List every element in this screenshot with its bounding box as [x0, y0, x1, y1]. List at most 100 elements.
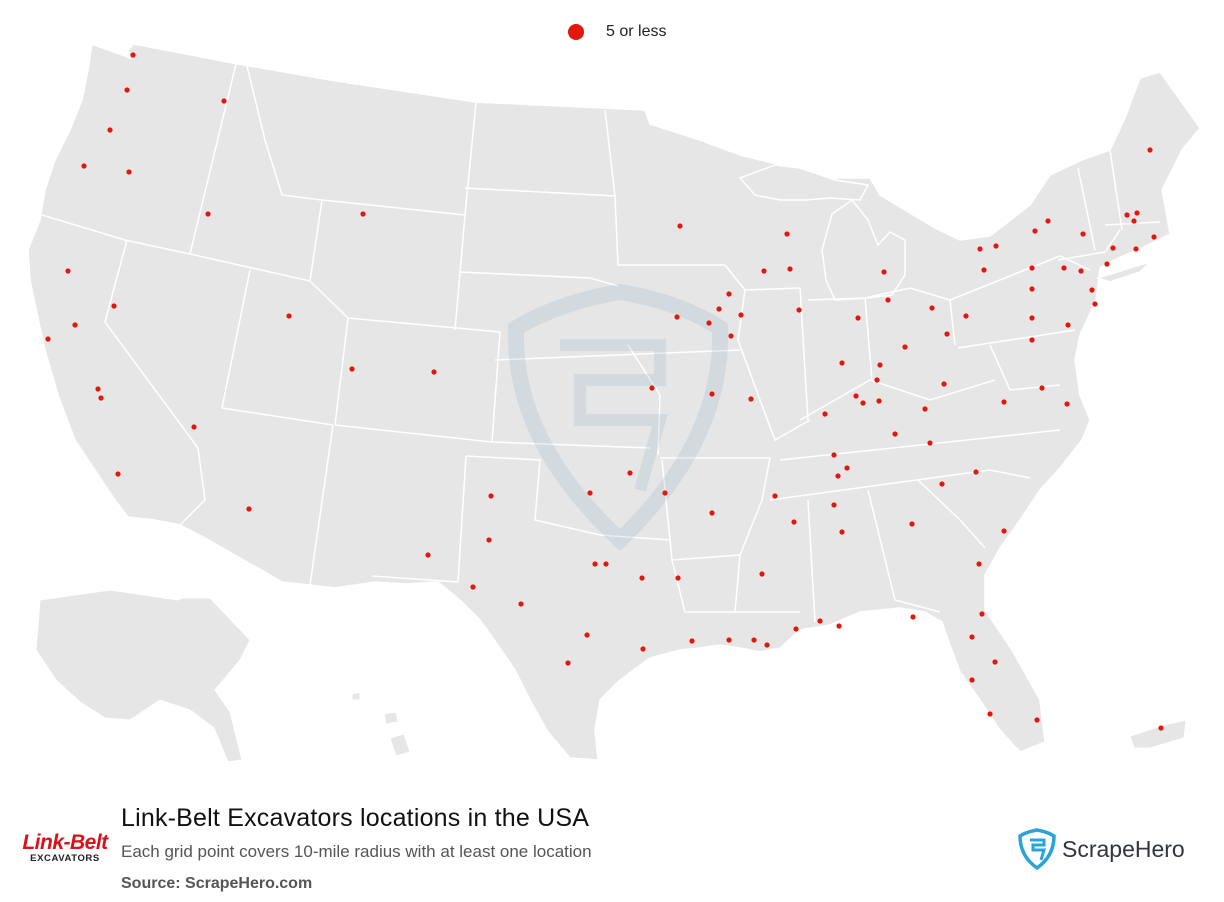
- location-marker: [1089, 287, 1095, 293]
- location-marker: [191, 424, 197, 430]
- puerto-rico-shape: [1129, 719, 1187, 749]
- location-markers: [45, 52, 1164, 731]
- legend: 5 or less: [568, 22, 666, 42]
- location-marker: [95, 386, 101, 392]
- location-marker: [627, 470, 633, 476]
- location-marker: [759, 571, 765, 577]
- location-marker: [977, 246, 983, 252]
- location-marker: [831, 452, 837, 458]
- location-marker: [993, 243, 999, 249]
- hawaii-maui: [383, 711, 399, 725]
- location-marker: [709, 510, 715, 516]
- location-marker: [1064, 401, 1070, 407]
- location-marker: [910, 614, 916, 620]
- border: [371, 575, 459, 583]
- location-marker: [65, 268, 71, 274]
- border: [464, 101, 477, 216]
- border: [41, 214, 311, 282]
- page-subtitle: Each grid point covers 10-mile radius wi…: [121, 842, 592, 861]
- border: [457, 455, 467, 583]
- location-marker: [784, 231, 790, 237]
- border: [799, 379, 996, 421]
- location-marker: [1061, 265, 1067, 271]
- hawaii-oahu: [351, 691, 361, 701]
- location-marker: [793, 626, 799, 632]
- location-marker: [360, 211, 366, 217]
- location-marker: [1001, 399, 1007, 405]
- location-marker: [874, 377, 880, 383]
- location-marker: [979, 611, 985, 617]
- location-marker: [1131, 218, 1137, 224]
- location-marker: [486, 537, 492, 543]
- location-marker: [976, 561, 982, 567]
- location-marker: [716, 306, 722, 312]
- location-marker: [470, 584, 476, 590]
- location-marker: [111, 303, 117, 309]
- location-marker: [1001, 528, 1007, 534]
- location-marker: [488, 493, 494, 499]
- location-marker: [944, 331, 950, 337]
- location-marker: [706, 320, 712, 326]
- long-island: [1095, 261, 1151, 283]
- location-marker: [929, 305, 935, 311]
- location-marker: [640, 646, 646, 652]
- location-marker: [1065, 322, 1071, 328]
- land: [27, 42, 1201, 761]
- location-marker: [876, 398, 882, 404]
- location-marker: [738, 312, 744, 318]
- logo-line1: Link-Belt: [22, 831, 108, 854]
- location-marker: [751, 637, 757, 643]
- location-marker: [764, 642, 770, 648]
- location-marker: [349, 366, 355, 372]
- alaska-shape: [35, 589, 251, 763]
- border: [957, 329, 1076, 349]
- border: [309, 424, 334, 586]
- border: [104, 239, 199, 449]
- location-marker: [565, 660, 571, 666]
- border: [769, 469, 1031, 501]
- border: [1057, 229, 1121, 261]
- location-marker: [115, 471, 121, 477]
- location-marker: [518, 601, 524, 607]
- michigan-up: [738, 164, 870, 201]
- location-marker: [787, 266, 793, 272]
- location-marker: [885, 297, 891, 303]
- michigan-lp: [821, 198, 906, 301]
- location-marker: [1029, 315, 1035, 321]
- location-marker: [748, 396, 754, 402]
- shield-s-icon: [1018, 828, 1056, 870]
- border: [734, 499, 800, 613]
- location-marker: [1134, 210, 1140, 216]
- location-marker: [674, 314, 680, 320]
- border: [627, 344, 661, 456]
- location-marker: [992, 659, 998, 665]
- contiguous-us-shape: [27, 42, 1201, 761]
- location-marker: [677, 223, 683, 229]
- location-marker: [1124, 212, 1130, 218]
- location-marker: [927, 440, 933, 446]
- location-marker: [817, 618, 823, 624]
- hawaii: [351, 691, 411, 757]
- location-marker: [892, 431, 898, 437]
- location-marker: [709, 391, 715, 397]
- legend-dot-icon: [568, 24, 584, 40]
- border: [179, 447, 206, 526]
- location-marker: [592, 561, 598, 567]
- location-marker: [124, 87, 130, 93]
- location-marker: [1029, 337, 1035, 343]
- location-marker: [1078, 268, 1084, 274]
- map-area: [27, 42, 1201, 763]
- location-marker: [205, 211, 211, 217]
- location-marker: [881, 269, 887, 275]
- border: [464, 187, 616, 197]
- location-marker: [839, 529, 845, 535]
- usa-map: [27, 42, 1201, 763]
- location-marker: [1147, 147, 1153, 153]
- location-marker: [855, 315, 861, 321]
- location-marker: [791, 519, 797, 525]
- watermark-shield-icon: [507, 283, 729, 552]
- location-marker: [1151, 234, 1157, 240]
- border: [737, 289, 811, 442]
- border: [864, 287, 956, 346]
- location-marker: [835, 473, 841, 479]
